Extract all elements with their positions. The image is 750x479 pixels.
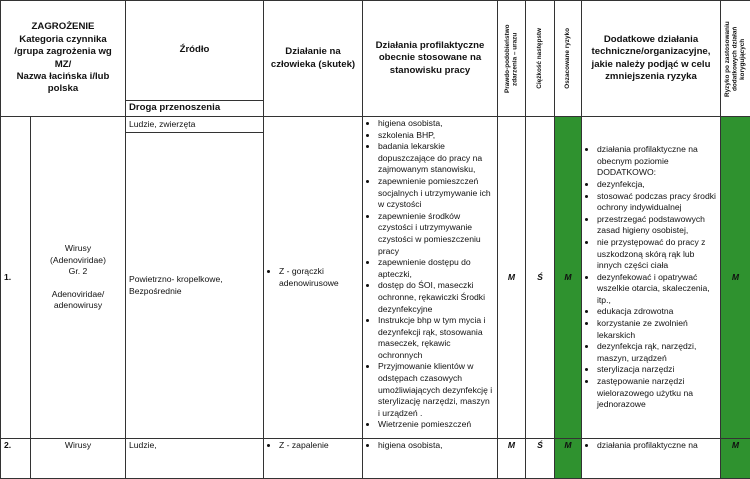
preventive-cell: higiena osobista,szkolenia BHP,badania l… [363,117,498,439]
preventive-list: higiena osobista,szkolenia BHP,badania l… [366,118,494,431]
list-item: działania profilaktyczne na obecnym pozi… [597,144,717,179]
effects-cell: Z - zapalenie [264,439,363,479]
list-item: działania profilaktyczne na [597,440,717,452]
threat-line: /grupa zagrożenia wg [4,46,122,58]
probability-label: Prawdo-podobieństwo zdarzenia – urazu [504,11,519,107]
threat-line: ZAGROŻENIE [4,21,122,33]
list-item: dezynfekcja, [597,179,717,191]
additional-cell: działania profilaktyczne na [582,439,721,479]
additional-cell: działania profilaktyczne na obecnym pozi… [582,117,721,439]
threat-line: polska [4,83,122,95]
list-item: dostęp do ŚOI, maseczki ochronne, rękawi… [378,280,494,315]
residual: M [721,439,750,479]
list-item: Przyjmowanie klientów w odstępach czasow… [378,361,494,419]
agent-name: Wirusy [31,439,126,479]
probability-header: Prawdo-podobieństwo zdarzenia – urazu [498,1,526,117]
probability: M [498,117,526,439]
severity: Ś [526,439,555,479]
list-item: dezynfekować i opatrywać wszelkie otarci… [597,272,717,307]
list-item: Z - gorączki adenowirusowe [279,266,359,289]
list-item: Wietrzenie pomieszczeń [378,419,494,431]
residual-label: Ryzyko po zastosowaniu dodatkowych dział… [724,11,747,107]
carriers: Ludzie, [126,439,264,479]
row-number: 2. [1,439,31,479]
probability: M [498,439,526,479]
preventive-cell: higiena osobista, [363,439,498,479]
risk: M [555,439,582,479]
threat-line: Nazwa łacińska i/lub [4,71,122,83]
agent-cell: Wirusy (Adenoviridae) Gr. 2 Adenoviridae… [31,117,126,439]
list-item: higiena osobista, [378,440,494,452]
preventive-list: higiena osobista, [366,440,494,452]
effect-header: Działanie na człowieka (skutek) [264,1,363,117]
list-item: Instrukcje bhp w tym mycia i dezynfekcji… [378,315,494,361]
list-item: korzystanie ze zwolnień lekarskich [597,318,717,341]
carriers: Ludzie, zwierzęta [126,117,264,133]
preventive-header: Działania profilaktyczne obecnie stosowa… [363,1,498,117]
list-item: Z - zapalenie [279,440,359,452]
list-item: badania lekarskie dopuszczające do pracy… [378,141,494,176]
additional-header: Dodatkowe działania techniczne/organizac… [582,1,721,117]
threat-line: Kategoria czynnika [4,34,122,46]
effects-list: Z - gorączki adenowirusowe [267,266,359,289]
agent-names: Adenoviridae/ adenowirusy [34,289,122,312]
agent-group: Gr. 2 [34,266,122,278]
row-number: 1. [1,117,31,439]
additional-list: działania profilaktyczne na obecnym pozi… [585,144,717,411]
source-header: Źródło [126,1,264,101]
effects-cell: Z - gorączki adenowirusowe [264,117,363,439]
list-item: stosować podczas pracy środki ochrony in… [597,191,717,214]
risk-label: Oszacowane ryzyko [564,28,572,89]
list-item: zastępowanie narzędzi wielorazowego użyt… [597,376,717,411]
severity-header: Ciężkość następstw [526,1,555,117]
list-item: higiena osobista, [378,118,494,130]
risk-header: Oszacowane ryzyko [555,1,582,117]
residual: M [721,117,750,439]
effects-list: Z - zapalenie [267,440,359,452]
transmission-header: Droga przenoszenia [126,101,264,117]
list-item: szkolenia BHP, [378,130,494,142]
severity: Ś [526,117,555,439]
list-item: nie przystępować do pracy z uszkodzoną s… [597,237,717,272]
list-item: przestrzegać podstawowych zasad higieny … [597,214,717,237]
agent-name: Wirusy [34,243,122,255]
threat-line: MZ/ [4,59,122,71]
residual-header: Ryzyko po zastosowaniu dodatkowych dział… [721,1,750,117]
agent-latin: (Adenoviridae) [34,255,122,267]
list-item: edukacja zdrowotna [597,306,717,318]
list-item: zapewnienie pomieszczeń socjalnych i utr… [378,176,494,211]
risk: M [555,117,582,439]
list-item: dezynfekcja rąk, narzędzi, maszyn, urząd… [597,341,717,364]
list-item: zapewnienie środków czystości i utrzymyw… [378,211,494,257]
list-item: sterylizacja narzędzi [597,364,717,376]
list-item: zapewnienie dostępu do apteczki, [378,257,494,280]
additional-list: działania profilaktyczne na [585,440,717,452]
transmission: Powietrzno- kropelkowe, Bezpośrednie [126,133,264,439]
severity-label: Ciężkość następstw [536,28,544,89]
